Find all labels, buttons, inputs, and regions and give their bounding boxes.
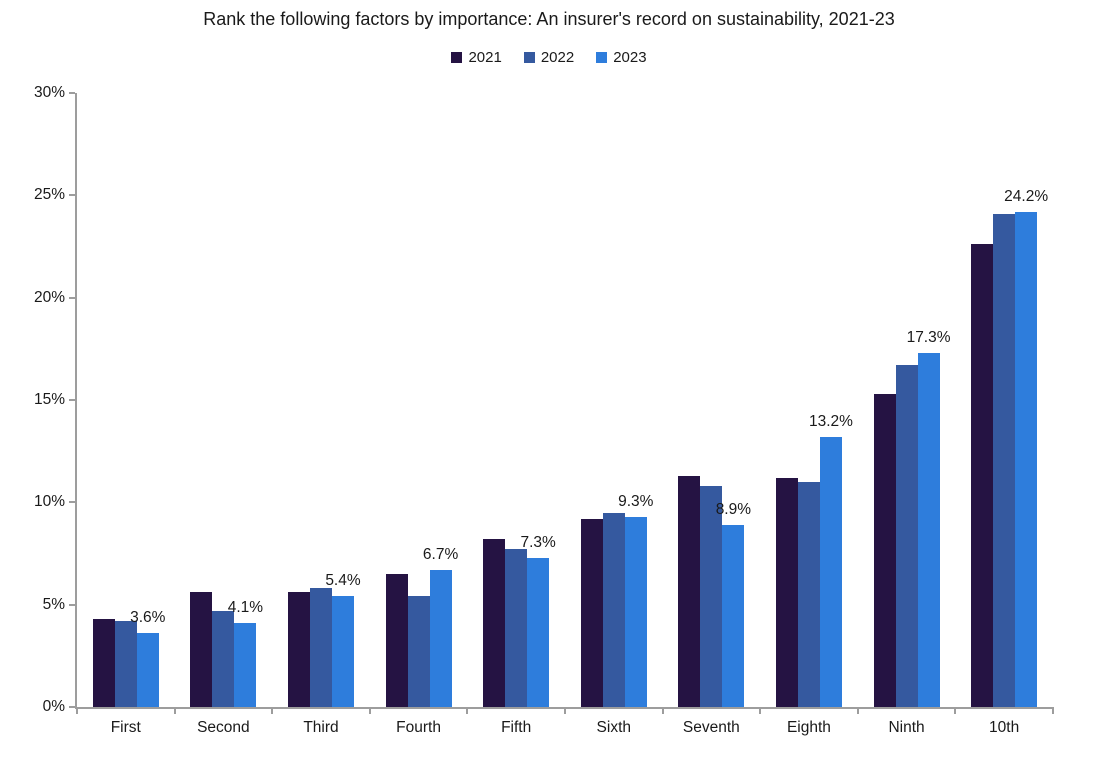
bar-2021 bbox=[483, 539, 506, 707]
bar-value-label: 8.9% bbox=[715, 500, 752, 518]
bar-2022 bbox=[895, 365, 918, 707]
legend-item-2022: 2022 bbox=[523, 49, 575, 66]
x-category-label: Eighth bbox=[786, 719, 831, 736]
bar-2022 bbox=[309, 588, 332, 707]
bar-2021 bbox=[678, 475, 701, 707]
y-tick-label: 5% bbox=[42, 595, 65, 613]
bar-2022 bbox=[602, 512, 625, 707]
bar-2023 bbox=[527, 557, 550, 707]
bar-2021 bbox=[971, 244, 994, 707]
bar-group: 6.7% Fourth bbox=[370, 93, 468, 736]
bar-2021 bbox=[287, 592, 310, 707]
y-tick bbox=[69, 194, 75, 197]
legend: 2021 2022 2023 bbox=[0, 49, 1098, 66]
bar-2021 bbox=[385, 573, 408, 707]
legend-swatch-2022-icon bbox=[523, 52, 535, 63]
x-tick bbox=[466, 707, 469, 714]
x-category-label: 10th bbox=[989, 719, 1020, 736]
bar-2022 bbox=[993, 213, 1016, 707]
bar-value-label: 7.3% bbox=[520, 533, 556, 551]
bar-group: 5.4% Third bbox=[272, 93, 370, 736]
y-axis-line bbox=[75, 93, 77, 709]
y-tick bbox=[69, 501, 75, 504]
x-tick bbox=[271, 707, 274, 714]
x-category-label: Ninth bbox=[888, 719, 925, 736]
y-tick bbox=[69, 706, 75, 708]
legend-item-2021: 2021 bbox=[451, 49, 502, 66]
x-category-label: Fifth bbox=[501, 719, 532, 736]
bar-2021 bbox=[92, 619, 115, 707]
legend-label-2022: 2022 bbox=[540, 49, 575, 66]
y-tick bbox=[69, 92, 75, 94]
bar-2023 bbox=[136, 633, 159, 707]
bar-2021 bbox=[190, 592, 213, 707]
y-tick-label: 20% bbox=[33, 288, 65, 306]
bar-group: 4.1% Second bbox=[175, 93, 273, 736]
bar-group: 24.2% 10th bbox=[955, 93, 1053, 736]
bar-group: 13.2% Eighth bbox=[760, 93, 858, 736]
bar-2023 bbox=[331, 596, 354, 707]
y-tick-label: 15% bbox=[33, 391, 65, 408]
x-tick bbox=[759, 707, 762, 714]
legend-swatch-2023-icon bbox=[596, 52, 608, 63]
bar-2023 bbox=[917, 352, 940, 707]
y-tick bbox=[69, 296, 75, 299]
bar-value-label: 17.3% bbox=[906, 328, 951, 346]
y-tick-label: 0% bbox=[42, 698, 65, 715]
bar-2023 bbox=[234, 623, 257, 707]
x-tick bbox=[368, 707, 371, 714]
x-tick bbox=[661, 707, 664, 714]
x-category-label: Fourth bbox=[396, 719, 441, 736]
x-category-label: Second bbox=[197, 719, 250, 736]
bar-group: 7.3% Fifth bbox=[467, 93, 565, 736]
bar-value-label: 4.1% bbox=[227, 599, 264, 617]
bar-2022 bbox=[505, 549, 528, 707]
bar-2022 bbox=[700, 485, 723, 707]
x-tick bbox=[76, 707, 78, 714]
bar-groups-container: 3.6% First 4.1% Second 5.4% Third 6.7% Fourth 7.… bbox=[77, 93, 1053, 736]
legend-swatch-2021-icon bbox=[451, 52, 463, 63]
x-category-label: Third bbox=[303, 719, 339, 736]
bar-2023 bbox=[722, 524, 745, 707]
x-category-label: Seventh bbox=[682, 719, 740, 736]
x-category-label: Sixth bbox=[596, 719, 631, 736]
bar-2023 bbox=[624, 516, 647, 707]
x-tick bbox=[173, 707, 176, 714]
legend-label-2021: 2021 bbox=[468, 49, 502, 66]
bar-value-label: 3.6% bbox=[130, 609, 166, 627]
bar-value-label: 13.2% bbox=[808, 412, 853, 430]
bar-2022 bbox=[797, 481, 820, 707]
bar-group: 8.9% Seventh bbox=[663, 93, 761, 736]
bar-2021 bbox=[873, 393, 896, 707]
bar-value-label: 6.7% bbox=[422, 545, 459, 563]
y-tick-label: 25% bbox=[33, 186, 65, 204]
plot-area: 3.6% First 4.1% Second 5.4% Third 6.7% Fourth 7.… bbox=[34, 84, 1054, 736]
bar-2023 bbox=[429, 569, 452, 707]
chart-title: Rank the following factors by importance… bbox=[203, 9, 895, 29]
bar-value-label: 24.2% bbox=[1004, 187, 1049, 205]
bar-2022 bbox=[212, 610, 235, 707]
legend-label-2023: 2023 bbox=[613, 49, 647, 66]
bar-group: 9.3% Sixth bbox=[565, 93, 663, 736]
x-tick bbox=[954, 707, 957, 714]
y-tick bbox=[69, 603, 75, 606]
legend-item-2023: 2023 bbox=[596, 49, 647, 66]
y-tick-label: 10% bbox=[33, 493, 65, 511]
bar-2021 bbox=[775, 477, 798, 707]
bar-group: 17.3% Ninth bbox=[858, 93, 956, 736]
x-tick bbox=[856, 707, 859, 714]
bar-group: 3.6% First bbox=[77, 93, 175, 736]
x-tick bbox=[1052, 707, 1054, 714]
bar-2021 bbox=[580, 518, 603, 707]
bar-2022 bbox=[407, 596, 430, 707]
y-tick-label: 30% bbox=[33, 84, 65, 101]
y-tick bbox=[69, 399, 75, 401]
bar-2023 bbox=[819, 436, 842, 707]
bar-value-label: 9.3% bbox=[618, 492, 654, 510]
bar-2022 bbox=[114, 621, 137, 707]
x-tick bbox=[564, 707, 566, 714]
bar-2023 bbox=[1015, 211, 1038, 707]
x-category-label: First bbox=[110, 719, 141, 736]
bar-value-label: 5.4% bbox=[325, 572, 361, 590]
